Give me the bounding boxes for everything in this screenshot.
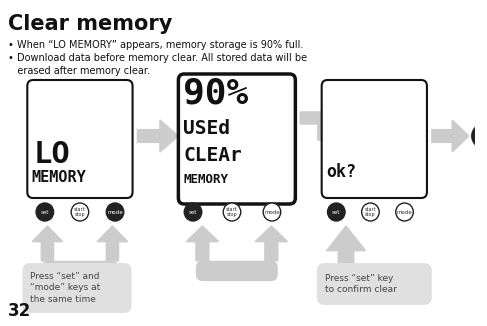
FancyBboxPatch shape — [41, 261, 118, 281]
Text: MEMORY: MEMORY — [31, 170, 86, 185]
Text: Press “set” and
“mode” keys at
the same time: Press “set” and “mode” keys at the same … — [30, 272, 100, 304]
Text: ok?: ok? — [327, 163, 356, 181]
Polygon shape — [300, 100, 344, 180]
FancyBboxPatch shape — [22, 263, 131, 313]
Circle shape — [36, 203, 54, 221]
Polygon shape — [186, 226, 219, 261]
FancyBboxPatch shape — [196, 261, 278, 281]
FancyBboxPatch shape — [27, 80, 132, 198]
Text: erased after memory clear.: erased after memory clear. — [8, 66, 150, 76]
Circle shape — [472, 124, 487, 148]
Text: CLEAr: CLEAr — [183, 146, 242, 165]
Text: mode: mode — [107, 210, 123, 215]
Circle shape — [263, 203, 281, 221]
Text: set: set — [478, 133, 487, 139]
Polygon shape — [97, 226, 128, 261]
Text: • Download data before memory clear. All stored data will be: • Download data before memory clear. All… — [8, 53, 307, 63]
Polygon shape — [32, 226, 63, 261]
Circle shape — [184, 203, 202, 221]
Text: MEMORY: MEMORY — [183, 173, 228, 186]
Polygon shape — [255, 226, 287, 261]
Text: set: set — [189, 210, 197, 215]
Text: Press “set” key
to confirm clear: Press “set” key to confirm clear — [325, 274, 396, 294]
Circle shape — [328, 203, 345, 221]
Text: start
stop: start stop — [226, 207, 238, 217]
Polygon shape — [327, 226, 366, 281]
FancyBboxPatch shape — [317, 263, 432, 305]
Circle shape — [396, 203, 413, 221]
Circle shape — [106, 203, 124, 221]
Text: start
stop: start stop — [74, 207, 86, 217]
Text: mode: mode — [264, 210, 280, 215]
Circle shape — [71, 203, 89, 221]
Text: LO: LO — [33, 140, 70, 169]
Text: mode: mode — [396, 210, 412, 215]
Text: USEd: USEd — [183, 119, 230, 138]
Text: 90%: 90% — [183, 77, 248, 111]
Circle shape — [362, 203, 379, 221]
FancyBboxPatch shape — [178, 74, 295, 204]
Text: 32: 32 — [8, 302, 31, 320]
FancyBboxPatch shape — [322, 80, 427, 198]
Text: • When “LO MEMORY” appears, memory storage is 90% full.: • When “LO MEMORY” appears, memory stora… — [8, 40, 303, 50]
Text: set: set — [40, 210, 49, 215]
Text: Clear memory: Clear memory — [8, 14, 172, 34]
Text: start
stop: start stop — [365, 207, 376, 217]
Polygon shape — [432, 120, 469, 152]
Polygon shape — [137, 120, 178, 152]
Circle shape — [223, 203, 241, 221]
Text: set: set — [332, 210, 340, 215]
